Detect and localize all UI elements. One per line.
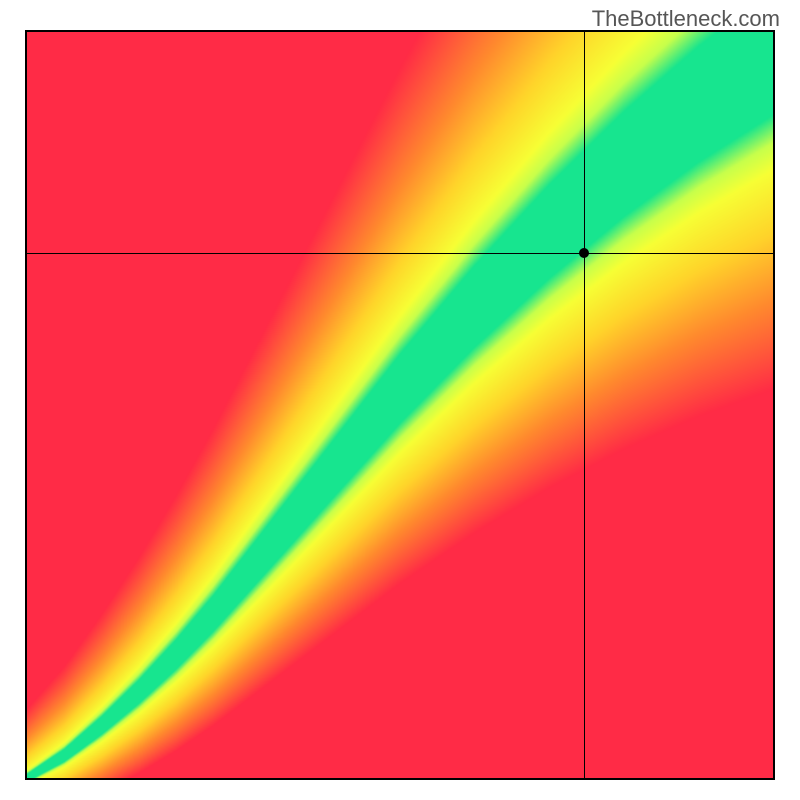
plot-area	[25, 30, 775, 780]
bottleneck-heatmap	[27, 32, 773, 778]
crosshair-horizontal	[27, 253, 773, 254]
chart-container: TheBottleneck.com	[0, 0, 800, 800]
crosshair-vertical	[584, 32, 585, 778]
crosshair-marker	[579, 248, 589, 258]
watermark-text: TheBottleneck.com	[592, 6, 780, 32]
